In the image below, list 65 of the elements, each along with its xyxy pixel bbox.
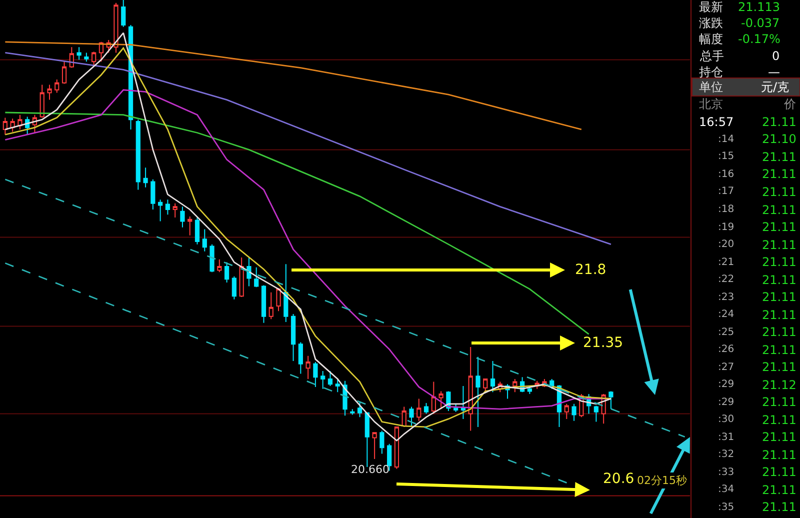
text: 21.11: [762, 430, 796, 444]
annotation: 21.8: [575, 262, 606, 278]
text: :26: [718, 344, 734, 355]
text: 价: [783, 97, 796, 111]
text: 总手: [699, 49, 724, 63]
text: :30: [718, 414, 734, 425]
text: 21.11: [762, 325, 796, 339]
text: :32: [718, 449, 734, 460]
text: 21.11: [762, 150, 796, 164]
text: -0.037: [741, 16, 780, 30]
text: 21.11: [762, 238, 796, 252]
text: :20: [718, 239, 734, 250]
text: 21.113: [738, 0, 780, 14]
text: :25: [718, 327, 734, 338]
text: 元/克: [761, 80, 790, 94]
text: 21.11: [762, 167, 796, 181]
text: :17: [718, 186, 734, 197]
text: 北京: [699, 97, 723, 111]
text: 21.11: [762, 255, 796, 269]
text: 21.11: [762, 413, 796, 427]
text: 涨跌: [699, 16, 723, 30]
text: :34: [718, 484, 734, 495]
text: 21.11: [762, 220, 796, 234]
text: 21.11: [762, 343, 796, 357]
text: 持仓: [699, 65, 723, 79]
text: :31: [718, 432, 734, 443]
text: 21.11: [762, 308, 796, 322]
text: 21.11: [762, 273, 796, 287]
text: 21.11: [762, 483, 796, 497]
text: :22: [718, 274, 734, 285]
text: :29: [718, 379, 734, 390]
text: :35: [718, 502, 734, 513]
text: 21.10: [762, 132, 796, 146]
text: 21.11: [762, 395, 796, 409]
text: :19: [718, 222, 734, 233]
text: 21.11: [762, 203, 796, 217]
text: :33: [718, 467, 734, 478]
text: :29: [718, 397, 734, 408]
text: 21.11: [762, 360, 796, 374]
text: :14: [718, 134, 734, 145]
text: 21.11: [762, 115, 796, 129]
annotation: 21.35: [583, 335, 624, 351]
text: :23: [718, 292, 734, 303]
text: —: [768, 65, 780, 79]
text: 16:57: [699, 115, 734, 129]
text: 21.12: [762, 378, 796, 392]
text: 21.11: [762, 290, 796, 304]
text: 21.11: [762, 448, 796, 462]
text: :15: [718, 151, 734, 162]
text: 最新: [699, 0, 723, 14]
text: -0.17%: [738, 32, 780, 46]
text: 幅度: [699, 32, 723, 46]
text: 0: [772, 49, 780, 63]
text: 21.11: [762, 500, 796, 514]
text: :24: [718, 309, 734, 320]
text: 20.6: [603, 471, 634, 487]
text: 21.11: [762, 185, 796, 199]
text: :27: [718, 362, 734, 373]
text: 02分15秒: [637, 474, 687, 487]
text: 单位: [699, 80, 723, 94]
text: :16: [718, 169, 734, 180]
annotation: 20.660: [351, 463, 390, 476]
text: :18: [718, 204, 734, 215]
text: 21.11: [762, 465, 796, 479]
text: :21: [718, 257, 734, 268]
